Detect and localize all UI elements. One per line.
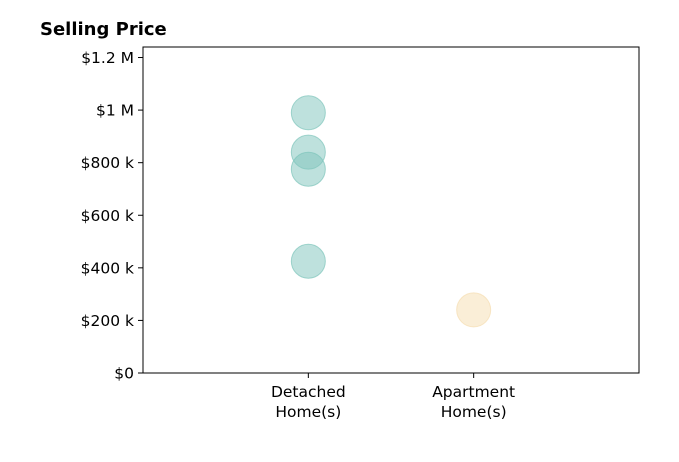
chart-title: Selling Price — [40, 19, 167, 40]
y-tick-label: $600 k — [81, 207, 134, 225]
data-point — [456, 292, 492, 328]
y-tick-label: $0 — [114, 365, 134, 383]
y-tick-label: $400 k — [81, 259, 134, 277]
y-tick-label: $1 M — [96, 102, 134, 120]
x-tick-label: Detached Home(s) — [271, 383, 346, 421]
data-point — [290, 95, 326, 131]
y-tick-label: $200 k — [81, 312, 134, 330]
data-points — [290, 95, 492, 328]
data-point — [290, 243, 326, 279]
x-tick-label: Apartment Home(s) — [432, 383, 515, 421]
y-tick-label: $800 k — [81, 154, 134, 172]
plot-frame — [142, 46, 640, 374]
data-point — [290, 151, 326, 187]
y-axis: $0 $200 k $400 k $600 k $800 k $1 M $1.2 M — [81, 49, 143, 383]
y-tick-label: $1.2 M — [81, 49, 134, 67]
x-axis: Detached Home(s) Apartment Home(s) — [271, 373, 515, 421]
